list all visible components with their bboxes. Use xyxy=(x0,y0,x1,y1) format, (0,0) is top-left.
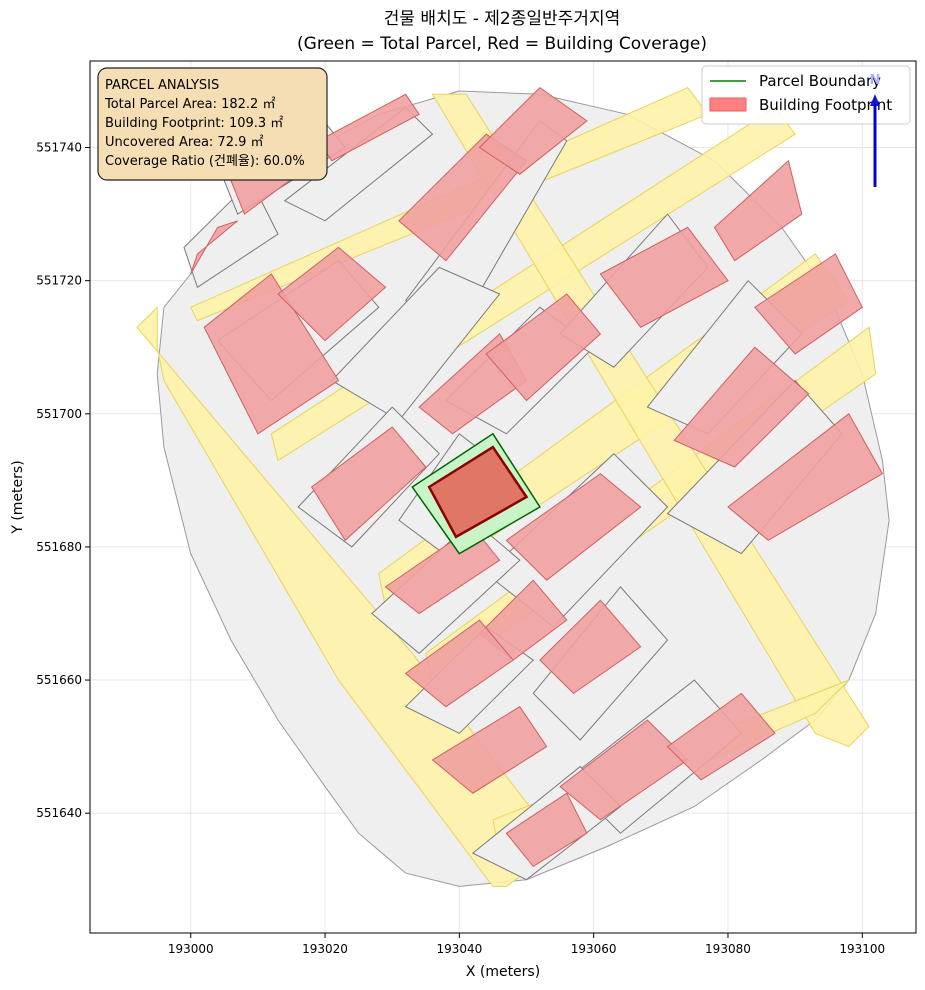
building-footprint xyxy=(505,473,642,581)
x-tick-label: 193100 xyxy=(839,942,885,956)
road xyxy=(136,306,561,887)
info-line-heading: PARCEL ANALYSIS xyxy=(105,78,219,93)
y-tick-label: 551640 xyxy=(36,806,82,820)
north-arrow-label: N xyxy=(870,73,881,88)
legend-parcel-label: Parcel Boundary xyxy=(759,72,881,90)
x-tick-label: 193060 xyxy=(571,942,617,956)
building-footprint xyxy=(673,346,810,468)
building-footprint xyxy=(277,246,387,342)
info-line-footprint: Building Footprint: 109.3 ㎡ xyxy=(105,116,283,131)
y-tick-label: 551680 xyxy=(36,540,82,554)
chart-title-line1: 건물 배치도 - 제2종일반주거지역 xyxy=(384,9,620,29)
building-footprint xyxy=(431,706,548,794)
y-tick-label: 551660 xyxy=(36,673,82,687)
info-box-background xyxy=(97,67,328,181)
chart-title-line2: (Green = Total Parcel, Red = Building Co… xyxy=(297,34,707,54)
building-footprint xyxy=(404,619,514,708)
info-box: PARCEL ANALYSIS Total Parcel Area: 182.2… xyxy=(97,67,328,181)
building-footprint xyxy=(539,599,642,695)
building-footprint xyxy=(478,86,588,175)
road xyxy=(431,93,870,748)
x-tick-label: 193080 xyxy=(705,942,751,956)
y-tick-label: 551700 xyxy=(36,407,82,421)
building-footprint xyxy=(666,692,776,781)
info-line-uncovered: Uncovered Area: 72.9 ㎡ xyxy=(105,135,264,150)
map-layer xyxy=(136,86,890,887)
y-tick-label: 551740 xyxy=(36,141,82,155)
target-building-footprint xyxy=(427,445,529,539)
plot-area: 193000 193020 193040 193060 193080 193100 5516… xyxy=(36,60,917,956)
building-footprint xyxy=(599,226,729,328)
building-footprint xyxy=(310,426,427,542)
x-tick-label: 193000 xyxy=(168,942,214,956)
parcel xyxy=(331,266,501,422)
x-tick-label: 193020 xyxy=(302,942,348,956)
building-footprint xyxy=(505,792,588,868)
building-footprint xyxy=(190,220,239,275)
building-footprint xyxy=(485,293,602,402)
y-tick-label: 551720 xyxy=(36,274,82,288)
x-axis-label: X (meters) xyxy=(466,964,540,980)
info-line-total-area: Total Parcel Area: 182.2 ㎡ xyxy=(104,97,275,112)
legend-box xyxy=(701,65,911,125)
north-arrow: N xyxy=(870,73,881,187)
building-footprint xyxy=(384,526,501,615)
building-footprint xyxy=(713,159,803,262)
building-footprint xyxy=(203,273,340,435)
building-footprint xyxy=(727,413,884,541)
info-line-coverage-ratio: Coverage Ratio (건폐율): 60.0% xyxy=(105,154,305,169)
building-footprint xyxy=(754,253,863,355)
plot-frame xyxy=(89,60,917,934)
axis-ticks: 193000 193020 193040 193060 193080 193100 5516… xyxy=(36,141,885,956)
north-arrow-head-icon xyxy=(870,94,880,106)
legend: Parcel Boundary Building Footprint xyxy=(701,65,911,125)
x-tick-label: 193040 xyxy=(436,942,482,956)
legend-building-swatch xyxy=(709,97,747,112)
y-axis-label: Y (meters) xyxy=(10,460,26,534)
legend-building-label: Building Footprint xyxy=(759,96,892,114)
